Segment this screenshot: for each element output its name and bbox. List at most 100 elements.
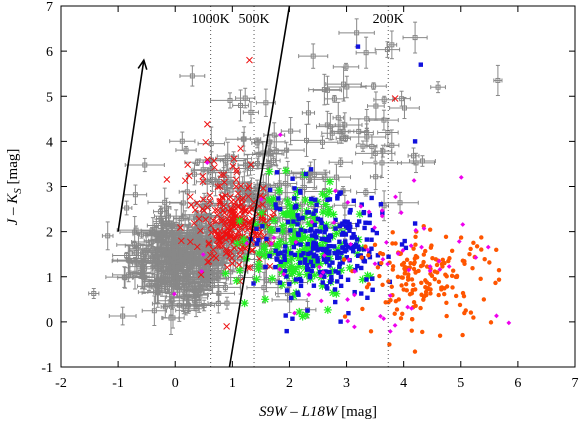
circle-marker [421, 297, 426, 302]
square-marker [267, 187, 273, 193]
y-tick-label: 0 [46, 316, 53, 331]
square-marker [296, 217, 301, 222]
circle-marker [341, 257, 347, 262]
errorbar-box-marker [162, 301, 180, 335]
errorbar-box-marker [332, 101, 344, 134]
circle-marker [428, 291, 433, 296]
square-marker [278, 250, 283, 255]
circle-marker [433, 257, 439, 262]
square-marker [312, 246, 317, 251]
temperature-label: 200K [373, 12, 404, 27]
square-marker [308, 259, 314, 265]
circle-marker [467, 251, 472, 257]
circle-marker [439, 287, 444, 292]
errorbar-box-marker [312, 75, 343, 105]
diamond-marker [436, 258, 442, 264]
circle-marker [493, 280, 498, 286]
x-marker [206, 192, 214, 199]
circle-marker [496, 267, 502, 273]
x-marker [209, 217, 217, 224]
diamond-marker [281, 271, 287, 277]
star-marker [286, 211, 295, 220]
star-marker [252, 275, 261, 284]
errorbar-box-marker [255, 88, 276, 117]
square-marker [345, 244, 351, 249]
errorbar-box-marker [407, 147, 420, 165]
x-axis-title-unit: [mag] [337, 404, 377, 420]
circle-marker [412, 349, 418, 354]
square-marker [274, 205, 279, 211]
diamond-marker [506, 320, 512, 326]
circle-marker [386, 279, 391, 284]
x-marker [206, 198, 214, 205]
x-marker [199, 178, 207, 186]
square-marker [326, 234, 331, 240]
circle-marker [429, 243, 434, 248]
square-marker [267, 253, 272, 259]
square-marker [412, 221, 418, 226]
star-marker [239, 235, 248, 244]
square-marker [370, 287, 375, 293]
diamond-marker [419, 244, 424, 250]
square-marker [338, 190, 343, 195]
x-marker [223, 263, 231, 271]
square-marker [320, 280, 325, 285]
circle-marker [420, 329, 425, 335]
circle-marker [470, 266, 475, 271]
x-tick-label: 5 [457, 376, 464, 391]
square-marker [314, 228, 320, 234]
temperature-label: 500K [238, 12, 269, 27]
star-marker [268, 274, 277, 283]
errorbar-box-marker [160, 210, 172, 237]
errorbar-box-marker [373, 144, 393, 158]
x-marker [233, 168, 241, 176]
square-marker [322, 256, 327, 262]
diamond-marker [199, 269, 205, 274]
errorbar-box-marker [369, 163, 382, 191]
errorbar-box-marker [232, 89, 249, 122]
circle-marker [393, 241, 398, 246]
x-marker [244, 184, 252, 192]
square-marker [291, 196, 297, 201]
square-marker [275, 227, 281, 233]
circle-marker [400, 261, 406, 267]
errorbar-box-marker [108, 306, 137, 326]
square-marker [418, 62, 423, 67]
square-marker [263, 264, 268, 270]
x-marker [177, 237, 185, 245]
errorbar-box-marker [298, 43, 329, 69]
diamond-marker [395, 251, 401, 257]
x-tick-label: 0 [172, 376, 179, 391]
circle-marker [462, 310, 467, 316]
circle-marker [494, 247, 499, 253]
errorbar-box-marker [116, 225, 156, 235]
y-tick-label: 6 [46, 45, 53, 60]
x-marker [252, 231, 260, 239]
x-marker [223, 246, 230, 253]
diamond-marker [320, 270, 326, 275]
diamond-marker [204, 160, 210, 166]
errorbar-box-marker [328, 157, 353, 168]
square-marker [333, 226, 338, 231]
square-marker [298, 283, 304, 289]
x-marker [230, 155, 238, 163]
square-marker [254, 241, 260, 246]
square-marker [288, 228, 293, 233]
diamond-marker [380, 256, 386, 262]
star-marker [233, 239, 242, 248]
errorbar-box-marker [360, 82, 387, 90]
square-marker [282, 268, 288, 274]
square-marker [347, 210, 352, 215]
x-marker [223, 229, 230, 237]
square-marker [309, 268, 314, 274]
square-marker [298, 260, 303, 265]
x-marker [257, 228, 265, 236]
circle-marker [411, 299, 417, 305]
diamond-marker [458, 174, 464, 180]
x-marker [224, 215, 231, 223]
errorbar-box-marker [179, 65, 206, 87]
errorbar-box-marker [169, 190, 198, 216]
errorbar-box-marker [188, 300, 205, 318]
circle-marker [419, 280, 424, 286]
x-marker [202, 138, 210, 146]
